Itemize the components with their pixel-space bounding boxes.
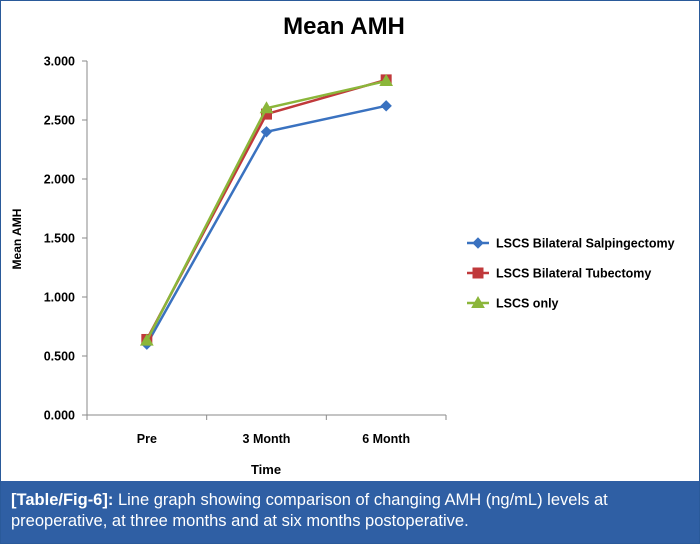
- legend-label-1: LSCS Bilateral Salpingectomy: [496, 237, 675, 251]
- y-axis-label: Mean AMH: [10, 209, 24, 270]
- legend-marker-1: [472, 237, 484, 249]
- y-tick-label: 1.500: [44, 232, 75, 246]
- legend-marker-2: [472, 267, 484, 279]
- y-tick-label: 2.000: [44, 173, 75, 187]
- series-1-point: [260, 126, 273, 138]
- series-3-point: [379, 74, 394, 87]
- series-layer: [139, 74, 394, 350]
- series-line-1: [145, 104, 387, 345]
- line-chart: Mean AMH 0.000 0.500 1.000 1.500 2.000 2.500 3…: [10, 13, 675, 477]
- x-tick-label: 6 Month: [362, 432, 410, 446]
- y-tick-label: 0.500: [44, 350, 75, 364]
- series-3-point: [259, 101, 274, 114]
- chart-area: Mean AMH 0.000 0.500 1.000 1.500 2.000 2.500 3…: [1, 1, 699, 481]
- y-tick-label: 3.000: [44, 55, 75, 69]
- legend-marker-3: [471, 295, 485, 308]
- y-axis: 0.000 0.500 1.000 1.500 2.000 2.500 3.000: [44, 55, 88, 423]
- x-axis-label: Time: [251, 462, 281, 477]
- y-tick-label: 2.500: [44, 114, 75, 128]
- y-tick-label: 1.000: [44, 291, 75, 305]
- x-axis: Pre 3 Month 6 Month: [86, 414, 447, 446]
- caption-label: [Table/Fig-6]:: [11, 491, 114, 509]
- x-tick-label: Pre: [137, 432, 157, 446]
- legend-label-3: LSCS only: [496, 297, 559, 311]
- legend: LSCS Bilateral Salpingectomy LSCS Bilater…: [467, 237, 675, 311]
- x-tick-label: 3 Month: [243, 432, 291, 446]
- series-3-point: [139, 333, 154, 346]
- figure-caption: [Table/Fig-6]: Line graph showing compar…: [1, 481, 699, 543]
- caption-text: Line graph showing comparison of changin…: [11, 491, 608, 530]
- chart-title: Mean AMH: [283, 13, 405, 40]
- series-1-point: [380, 100, 392, 112]
- y-tick-label: 0.000: [44, 409, 75, 423]
- series-line-3: [145, 79, 387, 342]
- legend-label-2: LSCS Bilateral Tubectomy: [496, 267, 651, 281]
